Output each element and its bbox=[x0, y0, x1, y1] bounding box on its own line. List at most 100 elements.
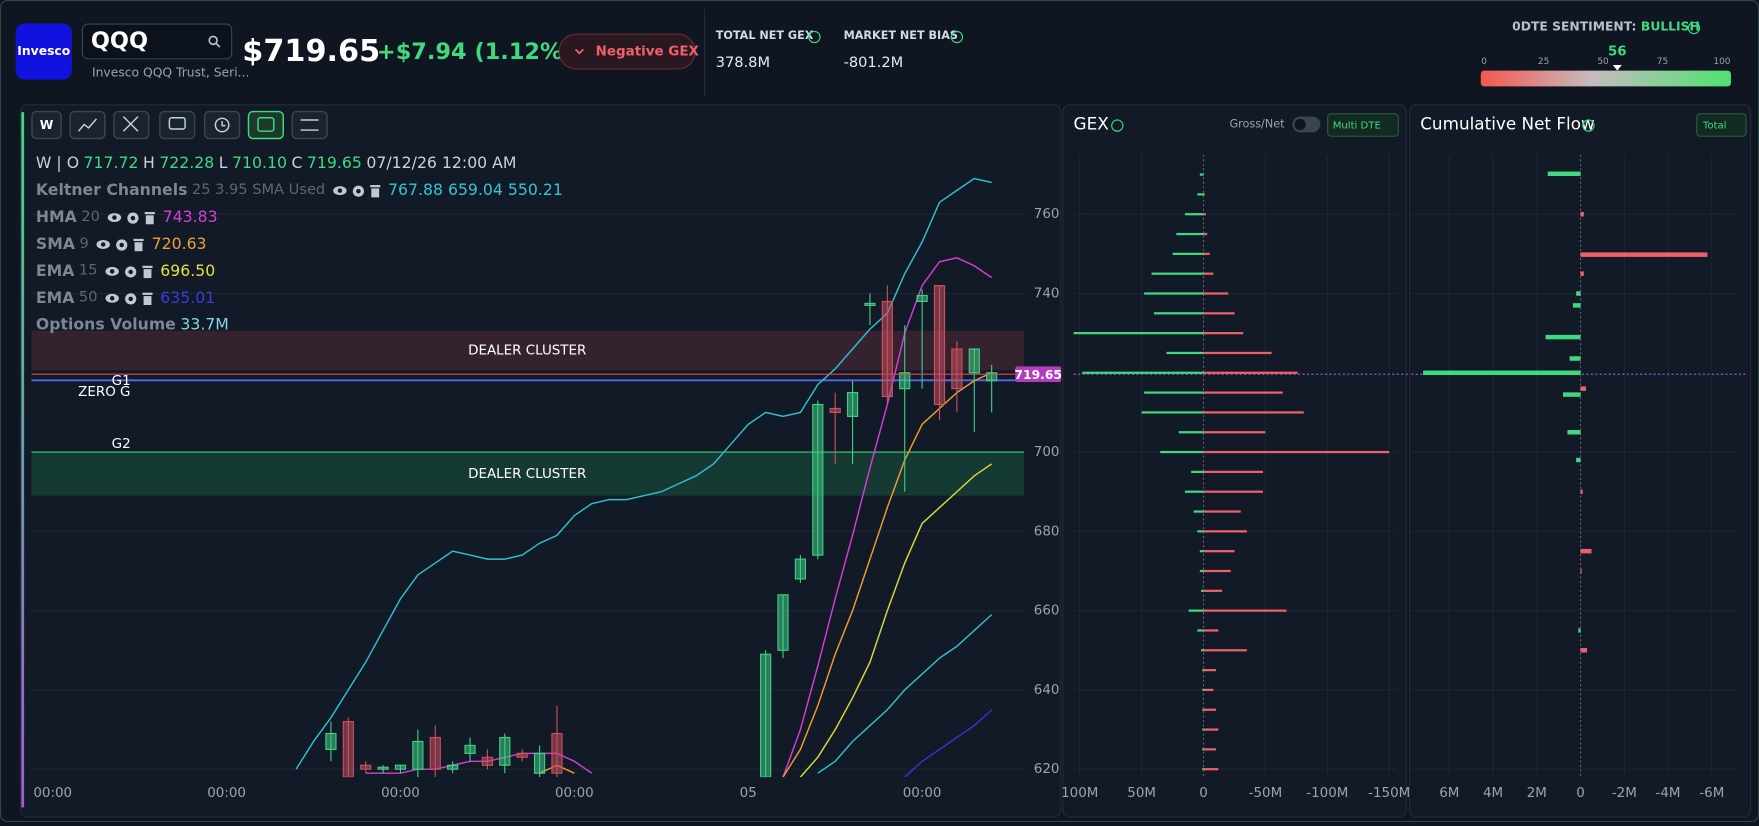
flow-bar bbox=[1580, 648, 1588, 653]
candle-body bbox=[481, 756, 494, 766]
gex-bar bbox=[1203, 688, 1214, 692]
gex-bar bbox=[1197, 629, 1204, 632]
x-tick-label: 0 bbox=[1576, 786, 1585, 801]
tool-button[interactable] bbox=[31, 110, 62, 140]
y-tick-label: 640 bbox=[1034, 683, 1060, 698]
flow-bar bbox=[1572, 303, 1581, 308]
gear-icon[interactable] bbox=[351, 183, 366, 198]
trash-icon[interactable] bbox=[141, 264, 153, 279]
gex-bar bbox=[1166, 351, 1204, 355]
trash-icon[interactable] bbox=[141, 291, 153, 306]
logo bbox=[15, 23, 72, 80]
gauge-value: 56 bbox=[1608, 45, 1627, 60]
gex-bar bbox=[1144, 292, 1204, 295]
row-icons[interactable] bbox=[104, 291, 153, 306]
row-icons[interactable] bbox=[107, 210, 156, 225]
tool-button[interactable] bbox=[69, 110, 106, 140]
x-tick-label: 2M bbox=[1527, 786, 1547, 801]
flow-bar bbox=[1569, 356, 1581, 361]
gex-bar bbox=[1203, 450, 1390, 454]
candle-body bbox=[429, 736, 441, 770]
stat-label: TOTAL NET GEX bbox=[716, 29, 814, 42]
y-tick-label: 760 bbox=[1034, 207, 1060, 222]
zone-label: DEALER CLUSTER bbox=[468, 344, 586, 359]
gex-bar bbox=[1203, 292, 1229, 295]
flow-bar bbox=[1547, 171, 1581, 177]
tool-button[interactable] bbox=[159, 110, 196, 140]
gear-icon[interactable] bbox=[126, 210, 141, 225]
gex-bar bbox=[1202, 728, 1204, 731]
legend-text: 719.65 bbox=[306, 154, 362, 173]
x-tick-label: 100M bbox=[1061, 786, 1098, 801]
x-tick-label: 4M bbox=[1483, 786, 1503, 801]
trash-icon[interactable] bbox=[369, 183, 381, 198]
gex-badge[interactable] bbox=[558, 33, 696, 70]
selector[interactable] bbox=[1696, 113, 1747, 137]
trash-icon[interactable] bbox=[144, 210, 156, 225]
eye-icon[interactable] bbox=[104, 291, 120, 304]
legend-text: 25 3.95 SMA Used bbox=[191, 181, 326, 199]
tool-button[interactable] bbox=[291, 110, 328, 140]
flow-bar bbox=[1580, 568, 1582, 574]
row-icons[interactable] bbox=[96, 237, 145, 252]
eye-icon[interactable] bbox=[104, 264, 120, 277]
gex-bar bbox=[1203, 550, 1235, 553]
gex-bar bbox=[1197, 530, 1204, 533]
legend-text: Options Volume bbox=[35, 316, 176, 335]
selector[interactable] bbox=[1327, 113, 1399, 137]
icon bbox=[257, 117, 275, 132]
flow-bar bbox=[1567, 430, 1581, 435]
eye-icon[interactable] bbox=[96, 237, 112, 250]
candle-body bbox=[916, 294, 928, 302]
legend-row: Keltner Channels 25 3.95 SMA Used 767.88 6… bbox=[36, 177, 563, 204]
flow-bar bbox=[1580, 548, 1592, 554]
gex-bar bbox=[1203, 708, 1216, 711]
flow-bar bbox=[1576, 291, 1581, 296]
candle-body bbox=[864, 302, 876, 306]
row-icons[interactable] bbox=[332, 183, 381, 198]
legend-text: 50 bbox=[78, 289, 98, 307]
toolbar bbox=[31, 110, 328, 140]
gear-icon[interactable] bbox=[123, 291, 138, 306]
legend-text: 15 bbox=[78, 262, 98, 280]
main-panel bbox=[20, 104, 1062, 818]
x-tick-label: -100M bbox=[1306, 786, 1348, 801]
gauge-tick: 25 bbox=[1538, 57, 1549, 67]
legend-row: SMA 9 720.63 bbox=[36, 231, 563, 258]
flow-bar bbox=[1580, 386, 1587, 391]
info-icon bbox=[1687, 21, 1701, 35]
tool-button[interactable] bbox=[247, 110, 284, 140]
stat-value: 378.8M bbox=[716, 54, 770, 71]
panel-title: Cumulative Net Flow bbox=[1420, 113, 1595, 133]
level-label: G1 bbox=[112, 374, 131, 389]
gex-bar bbox=[1203, 232, 1208, 236]
flow-bar bbox=[1563, 392, 1581, 397]
gex-bar bbox=[1203, 351, 1272, 355]
eye-icon[interactable] bbox=[107, 210, 123, 223]
dealer-zone bbox=[31, 330, 1025, 371]
gex-badge-text: Negative GEX bbox=[596, 45, 700, 60]
indicator-line bbox=[295, 177, 992, 770]
gear-icon[interactable] bbox=[115, 237, 130, 252]
legend-text: SMA bbox=[35, 235, 76, 254]
x-tick-label: -2M bbox=[1612, 786, 1637, 801]
selector-text: Multi DTE bbox=[1333, 121, 1381, 132]
flow-bar bbox=[1545, 334, 1581, 340]
trash-icon[interactable] bbox=[133, 237, 145, 252]
candle-body bbox=[933, 285, 946, 406]
eye-icon[interactable] bbox=[332, 183, 348, 196]
level-label: ZERO G bbox=[78, 385, 130, 400]
legend-row: EMA 15 696.50 bbox=[36, 258, 563, 285]
candle-body bbox=[325, 732, 337, 750]
row-icons[interactable] bbox=[104, 264, 153, 279]
search-box[interactable] bbox=[81, 23, 233, 60]
gex-bar bbox=[1144, 391, 1204, 394]
x-tick-label: -6M bbox=[1699, 786, 1724, 801]
gex-bar bbox=[1203, 193, 1205, 196]
y-tick-label: 620 bbox=[1034, 762, 1060, 777]
candle-body bbox=[412, 740, 424, 770]
indicator-line bbox=[817, 614, 993, 774]
gear-icon[interactable] bbox=[123, 264, 138, 279]
indicator-line bbox=[904, 709, 993, 778]
